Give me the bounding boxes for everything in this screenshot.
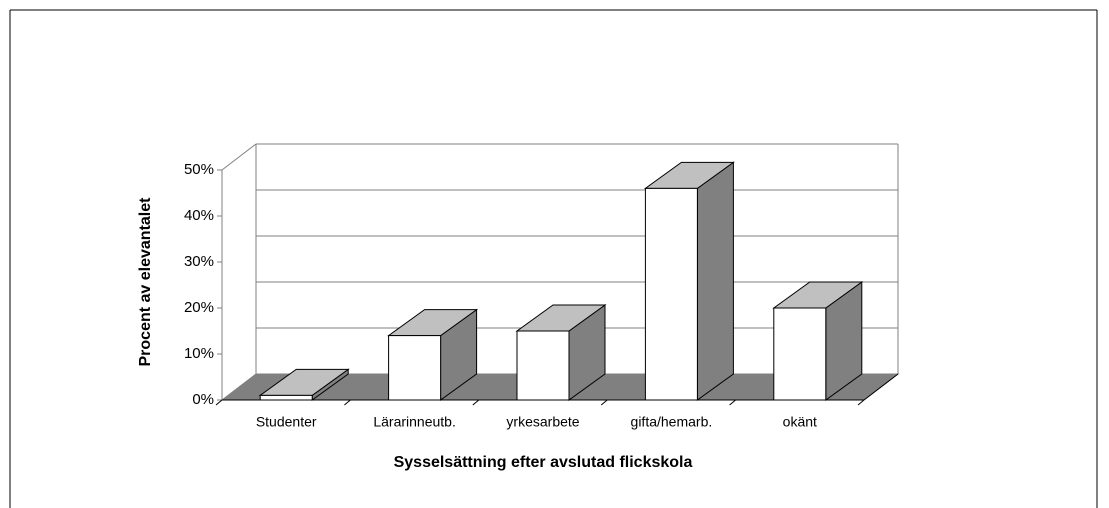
y-tick-label: 20% — [184, 299, 214, 316]
x-tick-label: yrkesarbete — [506, 414, 579, 430]
bar-front — [388, 335, 442, 401]
x-axis-depth — [863, 373, 899, 401]
y-tick-label: 50% — [184, 161, 214, 178]
x-tick-label: Studenter — [256, 414, 317, 430]
x-tick-label: okänt — [783, 414, 817, 430]
x-tick — [344, 399, 351, 406]
bar — [258, 368, 350, 401]
y-tick-label: 40% — [184, 207, 214, 224]
y-axis-title: Procent av elevantalet — [137, 197, 154, 367]
side-wall-edge — [221, 143, 257, 171]
bar-front — [773, 307, 827, 401]
x-tick-label: Lärarinneutb. — [373, 414, 456, 430]
bar — [643, 161, 735, 401]
x-tick — [472, 399, 480, 406]
x-axis-title: Sysselsättning efter avslutad flickskola — [394, 454, 693, 471]
x-tick-label: gifta/hemarb. — [631, 414, 713, 430]
bar-front — [516, 330, 570, 401]
bar — [387, 308, 479, 401]
y-tick-label: 10% — [184, 345, 214, 362]
x-tick — [215, 399, 223, 406]
bar-front — [259, 394, 313, 401]
bar-front — [644, 187, 698, 401]
x-tick — [600, 399, 608, 406]
y-tick-label: 30% — [184, 253, 214, 270]
y-tick-label: 0% — [192, 391, 214, 408]
bar-side — [696, 161, 734, 401]
bar — [515, 304, 607, 401]
bar — [772, 281, 864, 401]
x-tick — [729, 399, 736, 406]
x-tick — [857, 399, 865, 406]
